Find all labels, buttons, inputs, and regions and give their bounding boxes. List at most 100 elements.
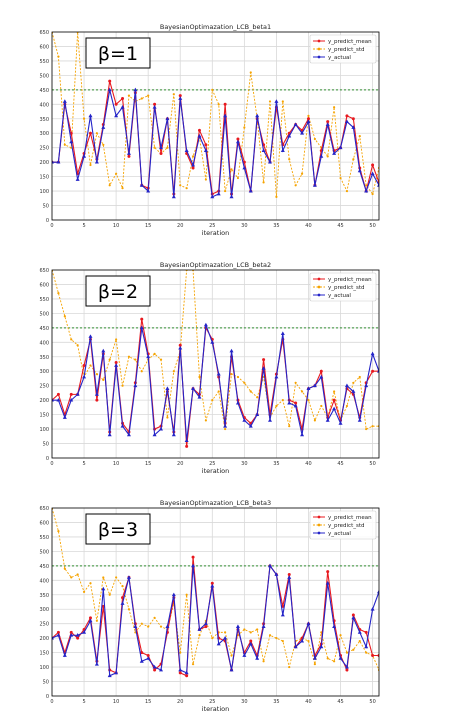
point-std [288,425,291,428]
point-std [76,344,79,347]
y-tick-label: 500 [39,549,49,555]
y-tick-label: 300 [39,607,49,613]
point-actual [184,670,189,675]
point-mean [185,444,189,448]
point-actual [69,139,74,144]
point-actual [184,148,189,152]
point-std [63,143,66,146]
point-std [204,178,207,181]
point-mean [121,97,125,101]
point-actual [319,154,324,158]
legend-box [309,272,377,302]
point-mean [82,363,86,367]
point-actual [94,661,99,666]
point-std [371,425,374,428]
point-std [384,199,386,201]
x-tick-label: 5 [82,461,85,467]
y-tick-label: 500 [39,73,49,79]
point-std [159,625,163,628]
point-std [352,381,355,384]
point-std [333,106,336,109]
point-std [230,168,233,171]
x-tick-label: 20 [177,461,183,467]
y-tick-label: 400 [39,578,49,584]
point-actual [82,154,87,158]
chart-1: 0501001502002503003504004505005506006500… [39,23,386,237]
point-std [275,195,278,198]
point-actual [287,400,292,405]
x-tick-label: 35 [273,699,279,705]
point-actual [248,188,253,193]
point-std [294,184,297,187]
point-mean [140,651,144,655]
axes-frame [51,507,380,697]
point-mean [178,671,182,675]
point-std [102,378,105,382]
y-tick-label: 600 [39,44,49,50]
series-group [52,270,379,448]
x-tick-label: 25 [209,699,215,705]
beta-badge-box [85,275,151,307]
point-actual [178,345,183,350]
point-std [249,71,252,74]
point-std [365,651,368,654]
point-actual [377,369,379,373]
point-actual [357,418,362,422]
y-tick-label: 600 [39,282,49,288]
x-tick-label: 25 [209,223,215,229]
y-tick-label: 650 [39,30,49,36]
y-tick-label: 50 [43,204,49,210]
point-std [172,370,175,373]
point-actual [364,188,369,193]
point-actual [197,395,202,399]
point-std [198,375,201,379]
y-tick-label: 50 [43,680,49,686]
point-std [89,582,92,585]
point-std [108,184,111,187]
legend-label-std: y_predict_std [328,47,364,53]
point-std [294,381,297,384]
y-tick-label: 250 [39,384,49,390]
point-actual [159,426,163,431]
beta-badge-label: β=3 [98,519,138,541]
x-tick-label: 30 [241,461,247,467]
point-std [204,419,207,422]
point-std [121,584,124,588]
point-actual [126,432,131,437]
beta-badge-label: β=1 [98,43,138,65]
point-actual [351,125,356,129]
point-actual [216,641,221,646]
point-mean [88,131,92,135]
point-actual [203,148,208,152]
legend-label-actual: y_actual [328,293,351,299]
point-std [300,390,304,393]
point-mean [88,616,92,620]
point-actual [107,87,112,92]
legend-label-std: y_predict_std [328,523,364,529]
y-tick-label: 250 [39,146,49,152]
point-actual [319,374,324,379]
point-std [211,88,214,91]
y-tick-label: 250 [39,622,49,628]
point-actual [69,633,74,637]
x-tick-label: 40 [305,461,311,467]
point-std [230,654,233,657]
x-tick-label: 50 [369,223,375,229]
point-actual [101,586,106,591]
point-mean [153,102,157,106]
point-actual [101,348,106,353]
point-actual [88,113,93,118]
point-mean [185,674,189,678]
point-std [307,399,310,402]
point-std [82,117,86,120]
point-std [288,665,291,669]
point-std [275,404,278,408]
x-tick-label: 15 [145,461,151,467]
point-std [333,660,336,663]
y-tick-label: 150 [39,651,49,657]
legend-marker-mean [317,277,321,281]
point-std [127,355,131,358]
point-mean [294,401,298,405]
point-actual [364,644,369,649]
point-actual [159,667,163,672]
